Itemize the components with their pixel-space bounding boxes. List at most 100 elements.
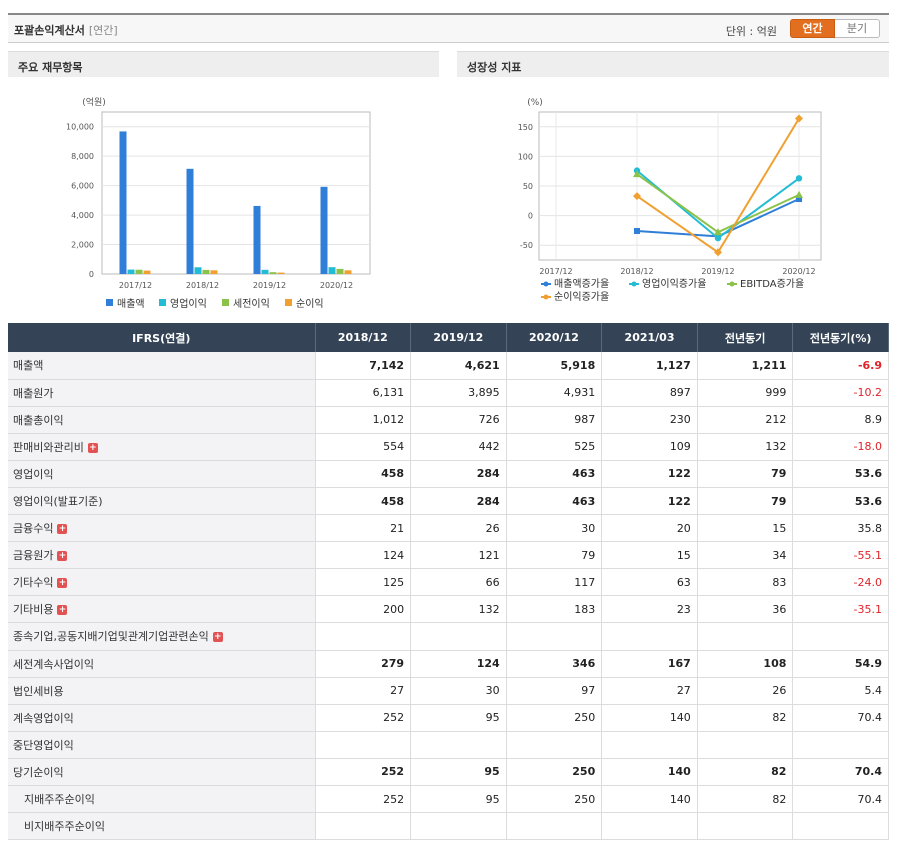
panel-title-key-items: 주요 재무항목 bbox=[8, 51, 439, 77]
point-3 bbox=[795, 190, 803, 198]
table-row: 매출원가 6,131 3,895 4,931 897 999 -10.2 bbox=[8, 379, 889, 407]
legend-swatch bbox=[106, 299, 113, 306]
row-label: 금융수익 + bbox=[8, 514, 316, 543]
legend-entry: 영업이익증가율 bbox=[642, 277, 706, 290]
table-cell: 4,931 bbox=[506, 379, 603, 407]
expand-plus-icon[interactable]: + bbox=[87, 442, 98, 453]
table-cell bbox=[410, 622, 507, 651]
table-cell: 53.6 bbox=[792, 460, 889, 488]
x-tick-label: 2019/12 bbox=[253, 281, 286, 290]
table-cell bbox=[506, 622, 603, 651]
table-row: 매출총이익 1,012 726 987 230 212 8.9 bbox=[8, 406, 889, 434]
table-cell: 1,127 bbox=[601, 352, 698, 380]
table-cell: 250 bbox=[506, 704, 603, 732]
expand-plus-icon[interactable]: + bbox=[57, 551, 68, 562]
table-cell: 21 bbox=[315, 514, 412, 543]
table-cell: 1,211 bbox=[697, 352, 794, 380]
row-label: 기타비용 + bbox=[8, 595, 316, 624]
table-cell: 250 bbox=[506, 758, 603, 787]
table-cell: 82 bbox=[697, 758, 794, 787]
bar-4-2017/12 bbox=[143, 270, 151, 274]
table-cell: 15 bbox=[697, 514, 794, 543]
table-cell: 442 bbox=[410, 433, 507, 461]
bar-2-2018/12 bbox=[194, 267, 202, 274]
tab-quarterly[interactable]: 분기 bbox=[835, 19, 880, 38]
table-cell: 82 bbox=[697, 704, 794, 732]
x-tick-label: 2017/12 bbox=[539, 267, 572, 276]
tab-annual[interactable]: 연간 bbox=[790, 19, 835, 38]
bar-4-2018/12 bbox=[210, 270, 218, 274]
table-cell: 20 bbox=[601, 514, 698, 543]
row-label: 법인세비용 bbox=[8, 677, 316, 705]
y-tick-label: -50 bbox=[520, 241, 533, 250]
table-cell: 284 bbox=[410, 487, 507, 516]
expand-plus-icon[interactable]: + bbox=[57, 578, 68, 589]
row-label: 매출액 bbox=[8, 352, 316, 380]
row-label: 계속영업이익 bbox=[8, 704, 316, 732]
legend-swatch bbox=[159, 299, 166, 306]
row-label: 지배주주순이익 bbox=[8, 785, 316, 814]
x-tick-label: 2020/12 bbox=[320, 281, 353, 290]
table-cell bbox=[601, 731, 698, 759]
row-label: 판매비와관리비 + bbox=[8, 433, 316, 461]
table-cell: 458 bbox=[315, 460, 412, 488]
row-label: 당기순이익 bbox=[8, 758, 316, 787]
table-cell: 121 bbox=[410, 541, 507, 570]
unit-label: 단위 : 억원 bbox=[725, 25, 777, 38]
table-cell: -35.1 bbox=[792, 595, 889, 624]
bar-1-2018/12 bbox=[186, 168, 194, 274]
table-cell: 122 bbox=[601, 460, 698, 488]
table-row: 영업이익(발표기준) 458 284 463 122 79 53.6 bbox=[8, 487, 889, 516]
table-cell: 140 bbox=[601, 704, 698, 732]
column-header: 2019/12 bbox=[410, 323, 507, 352]
expand-plus-icon[interactable]: + bbox=[57, 524, 68, 535]
bar-3-2017/12 bbox=[135, 269, 143, 274]
column-header: 2018/12 bbox=[315, 323, 412, 352]
table-row: 세전계속사업이익 279 124 346 167 108 54.9 bbox=[8, 650, 889, 678]
table-cell: 999 bbox=[697, 379, 794, 407]
income-statement-table: IFRS(연결) 2018/12 2019/12 2020/12 2021/03 전년동기… bbox=[8, 323, 889, 841]
table-row: 기타수익 +125 66 117 63 83 -24.0 bbox=[8, 568, 889, 597]
row-label: 매출총이익 bbox=[8, 406, 316, 434]
point-2 bbox=[714, 234, 722, 242]
table-cell: 79 bbox=[697, 487, 794, 516]
row-label: 영업이익 bbox=[8, 460, 316, 488]
legend-swatch bbox=[285, 299, 292, 306]
table-cell: 23 bbox=[601, 595, 698, 624]
x-tick-label: 2020/12 bbox=[782, 267, 815, 276]
point-2 bbox=[795, 175, 803, 182]
table-cell: 70.4 bbox=[792, 704, 889, 732]
row-label: 비지배주주순이익 bbox=[8, 812, 316, 841]
legend-entry: 순이익증가율 bbox=[554, 291, 609, 303]
column-header: 2021/03 bbox=[601, 323, 698, 352]
table-cell bbox=[601, 812, 698, 841]
y-tick-label: 2,000 bbox=[71, 241, 94, 250]
table-cell: 132 bbox=[697, 433, 794, 461]
table-cell: 132 bbox=[410, 595, 507, 624]
y-axis-label: (억원) bbox=[82, 96, 106, 108]
y-axis-label: (%) bbox=[527, 98, 543, 108]
table-cell: 124 bbox=[410, 650, 507, 678]
panel-title-growth: 성장성 지표 bbox=[457, 51, 889, 77]
table-cell: 124 bbox=[315, 541, 412, 570]
legend-marker bbox=[543, 294, 549, 300]
bar-2-2020/12 bbox=[328, 267, 336, 274]
table-cell: 35.8 bbox=[792, 514, 889, 543]
statement-header: 포괄손익계산서 [연간] 단위 : 억원 연간 분기 bbox=[8, 13, 889, 43]
table-cell: 95 bbox=[410, 758, 507, 787]
x-tick-label: 2018/12 bbox=[620, 267, 653, 276]
bar-2-2019/12 bbox=[261, 269, 269, 274]
table-cell: 26 bbox=[697, 677, 794, 705]
table-cell: 212 bbox=[697, 406, 794, 434]
table-cell: -6.9 bbox=[792, 352, 889, 380]
bar-1-2019/12 bbox=[253, 205, 261, 274]
table-cell bbox=[792, 812, 889, 841]
legend-marker bbox=[543, 281, 549, 287]
legend-entry: EBITDA증가율 bbox=[740, 278, 804, 290]
y-tick-label: 150 bbox=[518, 123, 533, 132]
table-cell: 1,012 bbox=[315, 406, 412, 434]
point-1 bbox=[634, 227, 640, 234]
expand-plus-icon[interactable]: + bbox=[57, 605, 68, 616]
table-cell: -18.0 bbox=[792, 433, 889, 461]
expand-plus-icon[interactable]: + bbox=[212, 632, 223, 643]
